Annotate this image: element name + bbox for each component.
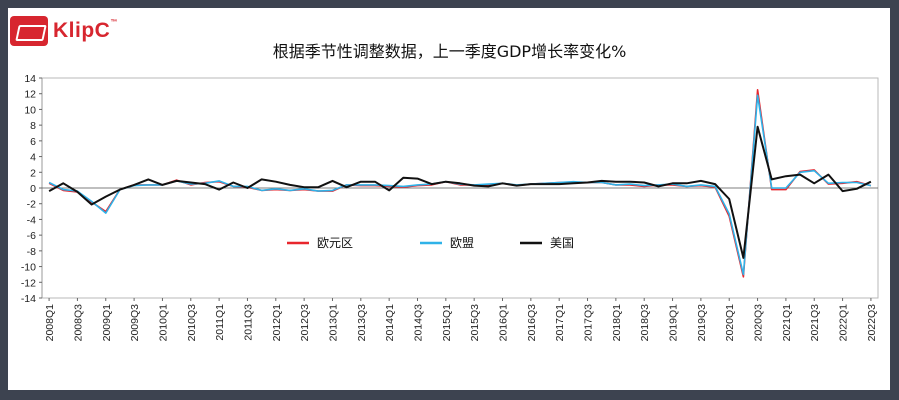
klipc-logo: KlipC™ [10, 16, 118, 46]
x-tick-label: 2013Q1 [327, 304, 339, 342]
x-tick-label: 2011Q3 [242, 304, 254, 341]
legend-label: 欧元区 [317, 236, 353, 250]
x-tick-label: 2022Q3 [866, 304, 878, 342]
x-tick-label: 2016Q3 [526, 304, 538, 342]
y-axis-ticks: 14 12 10 8 6 4 2 0 -2 -4 -6 -8 -10 -12 -14 [21, 73, 42, 305]
y-tick-label: -4 [27, 214, 36, 226]
x-tick-label: 2012Q3 [299, 304, 311, 342]
y-tick-label: 10 [24, 104, 36, 116]
x-tick-label: 2018Q1 [611, 304, 623, 342]
x-tick-label: 2021Q1 [781, 304, 793, 342]
x-tick-label: 2014Q1 [384, 304, 396, 342]
logo-text: KlipC™ [53, 19, 118, 42]
klipc-logo-icon [10, 16, 48, 46]
x-tick-label: 2017Q3 [583, 304, 595, 342]
y-tick-label: -14 [21, 293, 36, 305]
x-axis-ticks: 2008Q1 2008Q3 2009Q1 2009Q3 2010Q1 2010Q3 2011… [44, 298, 878, 341]
x-tick-label: 2008Q1 [44, 304, 56, 342]
y-tick-label: 6 [30, 136, 36, 148]
legend-label: 美国 [550, 236, 574, 250]
x-tick-label: 2011Q1 [214, 304, 226, 341]
x-tick-label: 2009Q1 [101, 304, 113, 342]
y-tick-label: 14 [24, 73, 36, 85]
series-lines [48, 89, 872, 278]
x-tick-label: 2019Q3 [696, 304, 708, 342]
y-tick-label: 4 [30, 152, 36, 164]
y-tick-label: -8 [27, 246, 36, 258]
x-tick-label: 2015Q3 [469, 304, 481, 342]
y-tick-label: 2 [30, 167, 36, 179]
x-tick-label: 2021Q3 [809, 304, 821, 342]
x-tick-label: 2020Q1 [724, 304, 736, 342]
x-tick-label: 2008Q3 [72, 304, 84, 342]
y-tick-label: 8 [30, 120, 36, 132]
x-tick-label: 2017Q1 [554, 304, 566, 342]
x-tick-label: 2009Q3 [129, 304, 141, 342]
y-tick-label: 0 [30, 183, 36, 195]
y-tick-label: 12 [24, 89, 36, 101]
x-tick-label: 2020Q3 [753, 304, 765, 342]
y-tick-label: -6 [27, 230, 36, 242]
series-line-2 [48, 125, 872, 259]
legend: 欧元区 欧盟 美国 [287, 236, 574, 250]
y-tick-label: -10 [21, 262, 36, 274]
x-tick-label: 2018Q3 [639, 304, 651, 342]
y-tick-label: -2 [27, 199, 36, 211]
x-tick-label: 2022Q1 [838, 304, 850, 342]
x-tick-label: 2015Q1 [441, 304, 453, 342]
x-tick-label: 2019Q1 [668, 304, 680, 342]
x-tick-label: 2010Q1 [157, 304, 169, 342]
x-tick-label: 2010Q3 [186, 304, 198, 342]
x-tick-label: 2016Q1 [498, 304, 510, 342]
legend-label: 欧盟 [450, 236, 474, 250]
chart-title: 根据季节性调整数据，上一季度GDP增长率变化% [272, 42, 627, 61]
x-tick-label: 2013Q3 [356, 304, 368, 342]
y-tick-label: -12 [21, 277, 36, 289]
x-tick-label: 2014Q3 [412, 304, 424, 342]
x-tick-label: 2012Q1 [271, 304, 283, 342]
